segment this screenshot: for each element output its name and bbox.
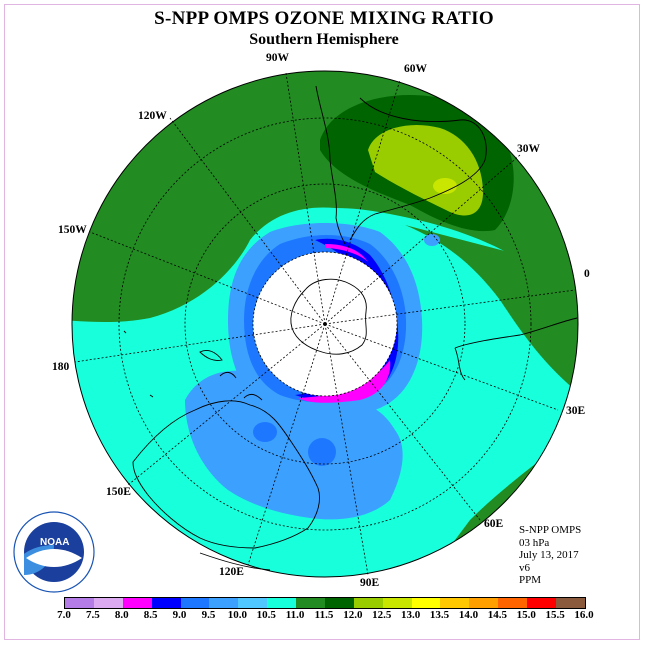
new-zealand-south [199,349,223,361]
colorbar-tick-label: 10.5 [256,609,276,621]
meridian-60w [324,79,401,325]
colorbar-tick-label: 16.0 [574,609,594,621]
latitude-circle-70s [252,251,398,397]
antarctica-coast [290,278,367,355]
longitude-label-180: 180 [52,361,70,373]
meridian-30e [324,323,559,411]
colorbar-tick-label: 15.5 [545,609,565,621]
info-instrument: S-NPP OMPS [519,524,582,536]
colorbar-tick-labels: 7.0 7.5 8.0 8.5 9.0 9.5 10.0 10.5 11.0 11.5 12.0 12… [57,609,594,625]
longitude-label-60e: 60E [484,518,504,530]
colorbar-segment [498,598,527,608]
meridian-60e [324,323,481,521]
colorbar-tick-label: 14.5 [487,609,507,621]
darker-blue-spot [308,438,336,466]
meridian-120w [169,117,326,325]
colorbar [64,597,586,609]
colorbar-segment [353,598,383,608]
colorbar-segment [527,598,556,608]
africa-cape [454,347,466,381]
colorbar-segment [209,598,239,608]
colorbar-tick-label: 8.5 [143,609,158,621]
colorbar-tick-label: 7.0 [57,609,71,621]
colorbar-segment [267,598,296,608]
noaa-logo-text: NOAA [40,537,70,548]
info-level: 03 hPa [519,536,550,549]
longitude-label-60w: 60W [404,63,427,75]
longitude-label-150w: 150W [58,224,87,236]
colorbar-segment [296,598,325,608]
colorbar-tick-label: 7.5 [86,609,100,621]
south-america-east-coast [349,97,487,241]
australia-coast [132,400,320,549]
colorbar-tick-label: 15.0 [516,609,536,621]
latitude-circle-30s [118,117,532,531]
meridian-150e [127,323,326,486]
africa-coast [454,317,578,349]
longitude-label-90w: 90W [266,52,289,64]
colorbar-segment [65,598,94,608]
colorbar-segment [411,598,441,608]
colorbar-tick-label: 13.0 [401,609,421,621]
colorbar-segment [324,598,354,608]
colorbar-segment [122,598,152,608]
colorbar-tick-label: 9.0 [172,609,187,621]
coastlines [123,85,578,571]
colorbar-tick-label: 11.0 [285,609,305,621]
longitude-label-30e: 30E [566,405,586,417]
colorbar-tick-label: 11.5 [314,609,334,621]
colorbar-tick-label: 14.0 [458,609,479,621]
colorbar-tick-label: 8.0 [114,609,129,621]
map-boundary [71,70,579,578]
island [123,330,127,334]
vortex-edge-pink [298,244,391,403]
darker-blue-spot [253,422,277,442]
info-version: v6 [519,561,530,574]
tasmania [243,393,263,401]
longitude-label-120w: 120W [138,110,167,122]
maximum-core [433,178,457,194]
blue-spot [424,234,440,246]
longitude-label-90e: 90E [360,577,380,589]
south-america-west-coast [315,85,346,245]
colorbar-segment [469,598,499,608]
green-band-atlantic [405,225,578,405]
longitude-label-120e: 120E [219,566,244,578]
colorbar-tick-label: 10.0 [227,609,247,621]
longitude-label-30w: 30W [517,143,540,155]
longitude-label-0: 0 [584,268,590,280]
colorbar-segment [151,598,181,608]
product-info: S-NPP OMPS 03 hPa July 13, 2017 v6 PPM [519,524,581,587]
meridian-90e [324,323,369,576]
colorbar-segment [93,598,123,608]
colorbar-segment [180,598,210,608]
colorbar-segment [555,598,585,608]
colorbar-tick-label: 12.0 [343,609,363,621]
south-pole-marker [323,322,327,326]
yellow-green-maximum [368,124,484,216]
meridian-30w [324,154,521,325]
island [149,394,154,398]
figure-frame [4,4,640,640]
graticule [74,72,576,576]
noaa-logo [13,511,95,593]
colorbar-tick-label: 9.5 [201,609,216,621]
info-units: PPM [519,574,542,587]
longitude-label-150e: 150E [106,486,131,498]
info-date: July 13, 2017 [519,549,579,562]
colorbar-segment [440,598,470,608]
latitude-circle-50s [184,183,466,465]
colorbar-tick-label: 12.5 [372,609,392,621]
colorbar-tick-label: 13.5 [429,609,450,621]
map-title: S-NPP OMPS OZONE MIXING RATIO [154,8,494,29]
map-subtitle: Southern Hemisphere [249,31,399,48]
colorbar-segment [238,598,268,608]
colorbar-segment [382,598,412,608]
new-zealand-north [219,371,237,379]
